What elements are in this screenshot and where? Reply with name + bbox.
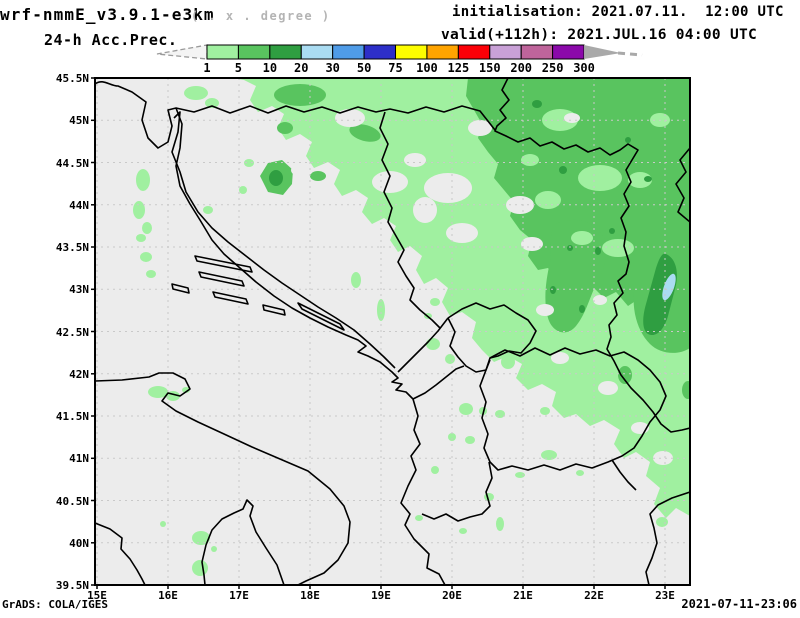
lon-tick-label: 19E bbox=[371, 589, 391, 602]
lat-tick-label: 42N bbox=[69, 367, 89, 381]
lon-tick-label: 23E bbox=[655, 589, 675, 602]
legend-value-label: 5 bbox=[234, 61, 243, 75]
legend-value-label: 1 bbox=[203, 61, 211, 75]
lat-tick-label: 43.5N bbox=[55, 241, 89, 254]
model-title: wrf-nmmE_v3.9.1-e3km bbox=[0, 5, 215, 24]
lat-tick-label: 41N bbox=[69, 452, 89, 466]
legend-value-label: 125 bbox=[447, 61, 470, 75]
grads-credit: GrADS: COLA/IGES bbox=[2, 598, 108, 611]
lat-tick-label: 39.5N bbox=[55, 579, 89, 592]
legend-value-label: 75 bbox=[388, 61, 403, 75]
lat-tick-label: 45.5N bbox=[55, 72, 89, 85]
precip-layer bbox=[133, 78, 690, 576]
legend-value-label: 300 bbox=[573, 61, 595, 75]
initialisation-time: initialisation: 2021.07.11. 12:00 UTC bbox=[452, 4, 784, 20]
legend-value-label: 100 bbox=[416, 61, 438, 75]
lat-tick-label: 42.5N bbox=[55, 325, 89, 339]
axis-ticks bbox=[91, 77, 666, 589]
lon-tick-label: 21E bbox=[513, 589, 533, 602]
lat-tick-label: 45N bbox=[69, 114, 89, 128]
lon-tick-label: 20E bbox=[442, 589, 462, 602]
valid-time: valid(+112h): 2021.JUL.16 04:00 UTC bbox=[441, 27, 758, 43]
lat-tick-label: 44.5N bbox=[55, 156, 89, 170]
lon-tick-label: 17E bbox=[229, 589, 249, 602]
lat-tick-label: 40N bbox=[69, 536, 89, 550]
title-units: ( . x . degree ) bbox=[191, 9, 331, 23]
coastline-border-layer bbox=[95, 78, 690, 585]
legend-colorbar bbox=[156, 44, 643, 60]
grid-lines bbox=[95, 78, 690, 585]
legend-value-label: 10 bbox=[262, 61, 278, 75]
creation-timestamp: 2021-07-11-23:06 bbox=[681, 597, 797, 611]
lon-tick-label: 18E bbox=[300, 589, 320, 602]
plot-subtitle: 24-h Acc.Prec. bbox=[44, 31, 178, 49]
legend-value-label: 250 bbox=[541, 61, 564, 75]
legend-value-label: 20 bbox=[294, 61, 309, 75]
legend-arrow-left bbox=[156, 44, 208, 60]
legend-arrow-right bbox=[584, 45, 622, 59]
lat-tick-label: 41.5N bbox=[55, 410, 89, 423]
lon-tick-label: 15E bbox=[87, 589, 107, 602]
lat-tick-label: 40.5N bbox=[55, 494, 89, 508]
legend-value-label: 200 bbox=[510, 61, 533, 75]
lat-tick-label: 43N bbox=[69, 283, 89, 297]
legend-value-label: 30 bbox=[325, 61, 340, 75]
lon-tick-label: 22E bbox=[584, 589, 604, 602]
legend-value-label: 150 bbox=[478, 61, 501, 75]
lat-tick-label: 44N bbox=[69, 198, 89, 212]
lon-tick-label: 16E bbox=[158, 589, 178, 602]
legend-value-label: 50 bbox=[356, 61, 372, 75]
